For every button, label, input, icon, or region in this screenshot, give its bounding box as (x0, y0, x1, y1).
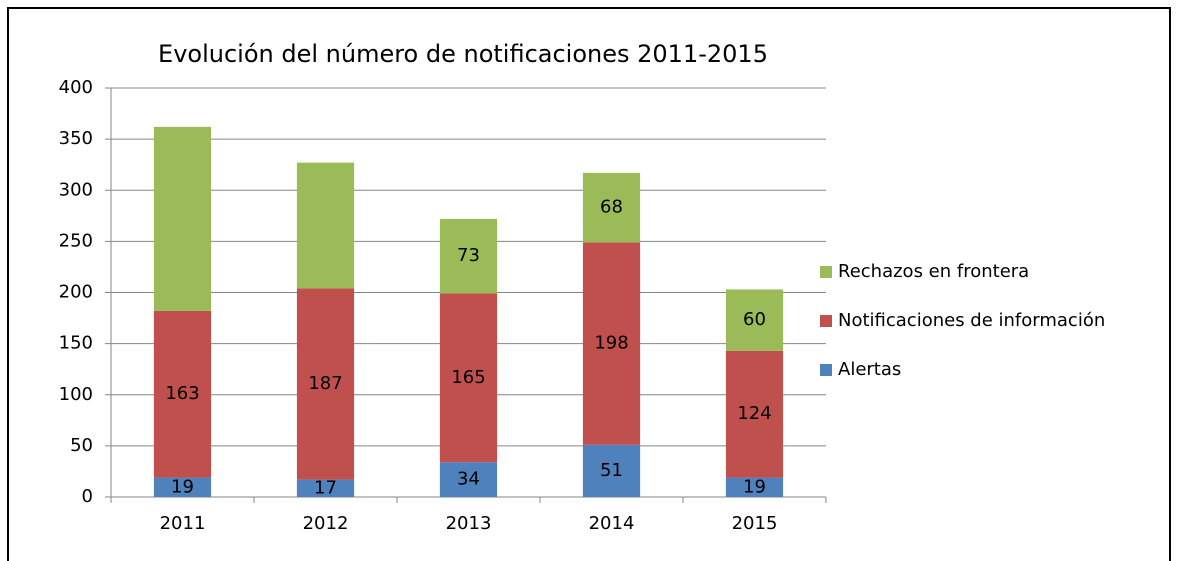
legend-swatch (820, 364, 832, 376)
bar-segment (153, 310, 212, 478)
data-label: 19 (171, 476, 194, 497)
bar-segment (582, 242, 641, 445)
legend-swatch (820, 266, 832, 278)
bar-segment (439, 218, 498, 294)
data-label: 198 (594, 333, 628, 354)
data-label: 51 (600, 460, 623, 481)
y-tick-label: 0 (82, 486, 93, 507)
x-tick-label: 2012 (303, 513, 349, 534)
data-label: 73 (457, 245, 480, 266)
data-label: 19 (743, 476, 766, 497)
data-label: 187 (308, 373, 342, 394)
x-tick-label: 2014 (589, 513, 635, 534)
chart-title: Evolución del número de notificaciones 2… (158, 40, 768, 68)
y-tick-label: 400 (59, 77, 93, 98)
bar-segment (296, 479, 355, 497)
bar-segment (296, 162, 355, 289)
data-label: 60 (743, 309, 766, 330)
bar-segment (582, 444, 641, 497)
bar-segment (725, 350, 784, 478)
data-label: 17 (314, 477, 337, 498)
bar-segment (725, 477, 784, 497)
y-tick-label: 350 (59, 128, 93, 149)
x-tick-label: 2011 (160, 513, 206, 534)
y-tick-label: 100 (59, 384, 93, 405)
bar-segment (582, 172, 641, 243)
data-label: 68 (600, 197, 623, 218)
y-tick-label: 300 (59, 179, 93, 200)
x-tick-label: 2013 (446, 513, 492, 534)
legend-label: Rechazos en frontera (838, 261, 1029, 282)
y-tick-label: 200 (59, 282, 93, 303)
data-label: 124 (737, 403, 771, 424)
bar-segment (725, 289, 784, 351)
bar-segment (439, 293, 498, 463)
y-tick-label: 150 (59, 333, 93, 354)
y-tick-label: 50 (70, 435, 93, 456)
data-label: 165 (451, 367, 485, 388)
data-label: 163 (165, 383, 199, 404)
frame (7, 7, 1171, 561)
bar-segment (296, 288, 355, 480)
legend-swatch (820, 315, 832, 327)
bar-segment (153, 126, 212, 311)
legend-label: Alertas (838, 359, 901, 380)
data-label: 34 (457, 469, 480, 490)
bar-segment (153, 477, 212, 497)
x-tick-label: 2015 (732, 513, 778, 534)
legend-label: Notificaciones de información (838, 310, 1105, 331)
y-tick-label: 250 (59, 230, 93, 251)
bar-segment (439, 462, 498, 497)
